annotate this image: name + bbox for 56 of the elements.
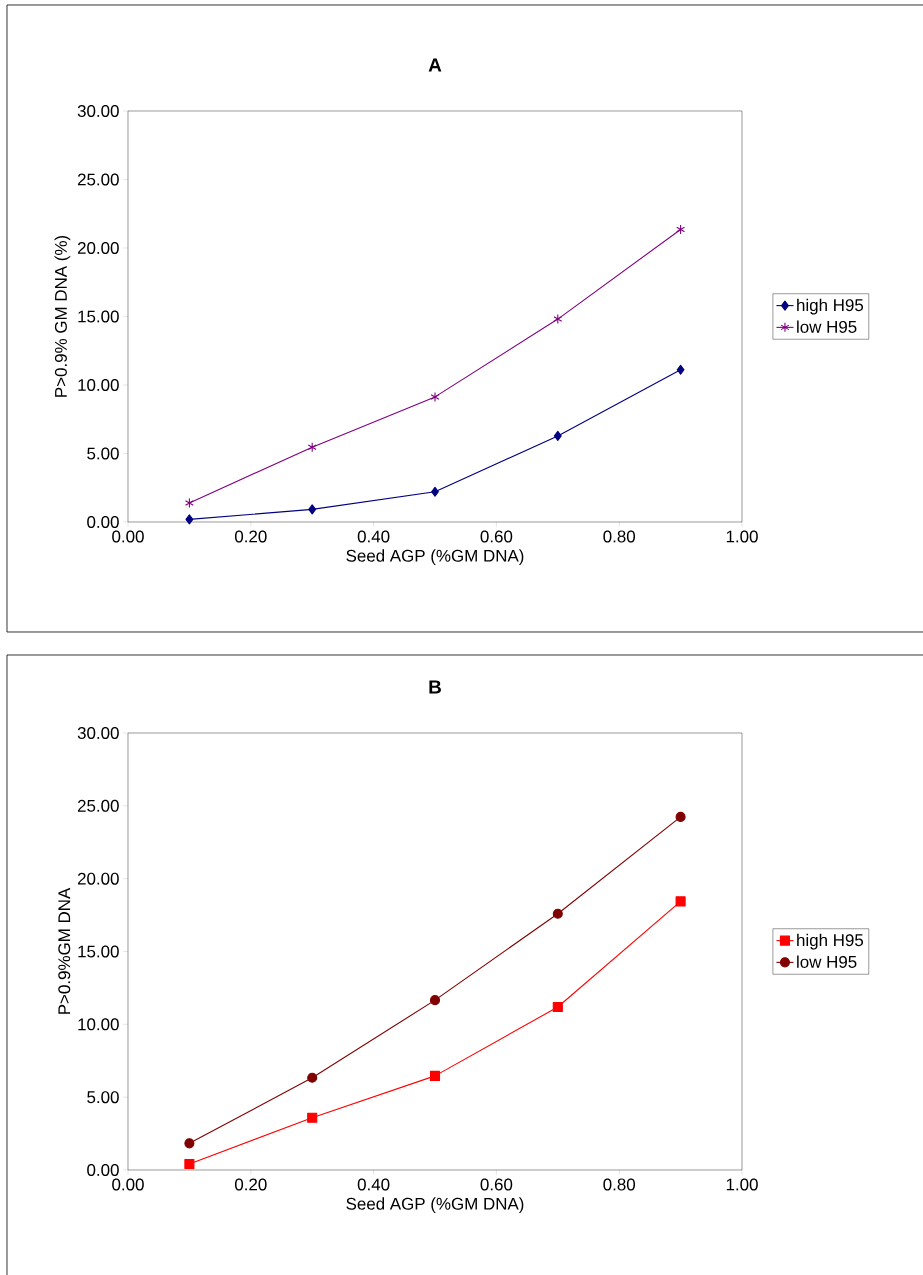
chart-title: A	[428, 58, 442, 72]
point	[676, 364, 685, 375]
y-tick-label: 0.00	[87, 515, 119, 528]
legend-label: high H95	[797, 298, 864, 315]
point	[676, 224, 686, 235]
legend-label: low H95	[797, 955, 857, 968]
point	[552, 908, 563, 919]
point	[431, 486, 439, 497]
y-tick-label: 25.00	[77, 799, 119, 812]
point	[184, 1138, 195, 1149]
y-tick-label: 10.00	[78, 378, 119, 391]
x-tick-label: 1.00	[726, 1178, 758, 1191]
y-tick-label: 20.00	[77, 241, 119, 254]
point	[307, 1072, 318, 1083]
x-tick-label: 0.00	[112, 530, 144, 543]
x-axis-title: Seed AGP (%GM DNA)	[346, 549, 524, 566]
point	[553, 430, 562, 441]
y-tick-label: 0.00	[87, 1163, 119, 1176]
point	[307, 442, 317, 453]
point	[429, 995, 441, 1006]
y-tick-label: 15.00	[78, 310, 119, 323]
y-tick-label: 10.00	[78, 1018, 119, 1031]
y-tick-label: 30.00	[77, 726, 119, 739]
x-tick-label: 0.80	[603, 1178, 636, 1191]
y-tick-label: 5.00	[87, 447, 119, 460]
y-tick-label: 30.00	[77, 104, 119, 117]
x-axis-title: Seed AGP (%GM DNA)	[346, 1197, 524, 1214]
point	[675, 896, 686, 907]
x-tick-label: 0.20	[234, 530, 267, 543]
x-tick-label: 0.80	[603, 530, 636, 543]
point	[184, 1158, 195, 1170]
point	[308, 504, 317, 515]
chart-title: B	[429, 680, 441, 694]
point	[675, 811, 686, 822]
x-tick-label: 0.60	[480, 530, 513, 543]
point	[185, 514, 194, 525]
x-tick-label: 1.00	[726, 530, 758, 543]
point	[429, 1070, 441, 1081]
point	[184, 497, 194, 508]
x-tick-label: 0.00	[112, 1178, 144, 1191]
point	[553, 314, 563, 325]
x-tick-label: 0.20	[234, 1178, 267, 1191]
legend-label: high H95	[797, 933, 864, 950]
y-axis-title: P>0.9% GM DNA (%)	[54, 235, 71, 397]
x-tick-label: 0.40	[357, 1178, 390, 1191]
x-tick-label: 0.60	[480, 1178, 513, 1191]
y-axis-title: P>0.9%GM DNA	[58, 887, 71, 1014]
point	[307, 1112, 318, 1123]
x-tick-label: 0.40	[357, 530, 390, 543]
y-tick-label: 5.00	[87, 1091, 119, 1104]
y-tick-label: 20.00	[77, 872, 119, 885]
point	[552, 1001, 563, 1013]
point	[430, 391, 440, 402]
legend-label: low H95	[797, 320, 857, 333]
y-tick-label: 15.00	[78, 945, 119, 958]
y-tick-label: 25.00	[77, 173, 119, 186]
